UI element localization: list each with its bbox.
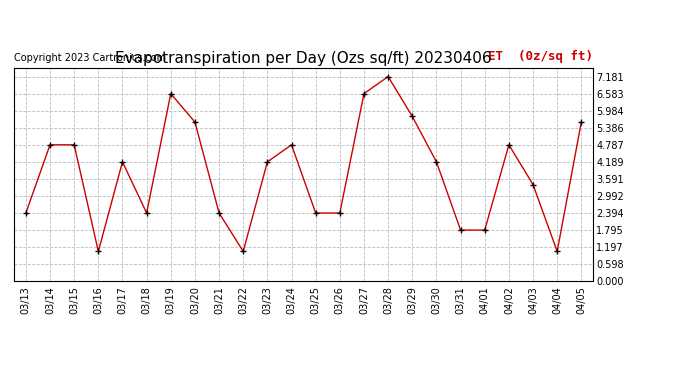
Title: Evapotranspiration per Day (Ozs sq/ft) 20230406: Evapotranspiration per Day (Ozs sq/ft) 2… bbox=[115, 51, 492, 66]
Text: Copyright 2023 Cartronics.com: Copyright 2023 Cartronics.com bbox=[14, 53, 166, 63]
Text: ET  (0z/sq ft): ET (0z/sq ft) bbox=[489, 50, 593, 63]
